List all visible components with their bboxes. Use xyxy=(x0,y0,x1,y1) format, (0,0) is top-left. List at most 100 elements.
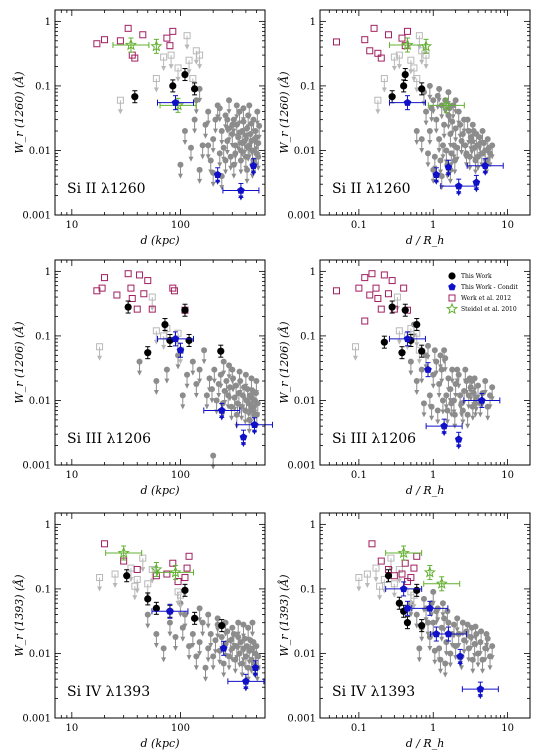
black-circle-point xyxy=(418,85,426,93)
gray-dot-point xyxy=(418,136,425,143)
light-gray-square-point xyxy=(390,53,398,61)
y-axis-title: W_r (1206) (Å) xyxy=(12,321,26,403)
x-axis-title: d (kpc) xyxy=(141,234,180,247)
gray-dot-point xyxy=(181,128,188,135)
light-gray-square-limit-arrow-head xyxy=(112,583,118,589)
gray-dot-limit-arrow-head xyxy=(205,154,211,160)
gray-dot-limit-arrow-head xyxy=(226,374,232,380)
gray-dot-limit-arrow-head xyxy=(448,162,454,168)
gray-dot-limit-arrow-head xyxy=(230,387,236,393)
gray-dot-limit-arrow-head xyxy=(145,623,151,629)
gray-dot-point xyxy=(250,116,257,123)
blue-pentagon-point xyxy=(476,685,485,693)
gray-dot-limit-arrow-head xyxy=(465,128,471,134)
gray-dot-point xyxy=(233,121,240,128)
purple-square-point xyxy=(113,291,121,299)
gray-dot-point xyxy=(420,400,427,407)
light-gray-square-point xyxy=(376,582,384,590)
gray-dot-limit-arrow-head xyxy=(229,133,235,139)
gray-dot-point xyxy=(423,108,430,115)
gray-dot-limit-arrow-head xyxy=(245,398,251,404)
purple-square-point xyxy=(377,557,385,565)
gray-dot-point xyxy=(455,371,462,378)
light-gray-square-point xyxy=(395,327,403,335)
gray-dot-limit-arrow-head xyxy=(453,137,459,143)
gray-dot-point xyxy=(217,371,224,378)
gray-dot-limit-arrow-head xyxy=(197,97,203,103)
legend-marker-blue-pentagon xyxy=(448,283,456,291)
blue-pentagon-point xyxy=(239,433,248,441)
gray-dot-limit-arrow-head xyxy=(435,104,441,110)
gray-dot-limit-arrow-head xyxy=(470,415,476,421)
blue-pentagon-point xyxy=(399,584,408,593)
light-gray-square-limit-arrow-head xyxy=(396,64,402,70)
gray-dot-limit-arrow-head xyxy=(190,370,196,376)
gray-dot-point xyxy=(233,382,240,389)
gray-dot-limit-arrow-head xyxy=(454,378,460,384)
gray-dot-limit-arrow-head xyxy=(482,657,488,663)
light-gray-square-limit-arrow-head xyxy=(117,109,123,115)
gray-dot-limit-arrow-head xyxy=(419,378,425,384)
gray-dot-point xyxy=(223,378,230,385)
gray-dot-point xyxy=(224,116,231,123)
x-axis-title: d / R_h xyxy=(406,484,445,497)
gray-dot-limit-arrow-head xyxy=(197,178,203,184)
purple-square-point xyxy=(169,559,177,567)
gray-dot-point xyxy=(229,121,236,128)
gray-dot-limit-arrow-head xyxy=(489,655,495,661)
gray-dot-point xyxy=(443,392,450,399)
gray-dot-point xyxy=(470,128,477,135)
light-gray-square-point xyxy=(363,570,371,578)
ion-label: Si IV λ1393 xyxy=(332,684,415,700)
ion-label: Si II λ1260 xyxy=(67,181,146,197)
black-circle-point xyxy=(217,347,225,355)
y-tick-label: 0.1 xyxy=(300,81,316,92)
x-tick-label: 10 xyxy=(501,470,514,481)
light-gray-square-point xyxy=(418,47,426,55)
light-gray-square-point xyxy=(415,32,423,40)
purple-square-point xyxy=(93,40,101,48)
purple-square-point xyxy=(372,284,380,292)
gray-dot-limit-arrow-head xyxy=(232,406,238,412)
black-circle-point xyxy=(388,303,396,311)
gray-dot-limit-arrow-head xyxy=(255,165,261,171)
gray-dot-limit-arrow-head xyxy=(453,392,459,398)
gray-dot-point xyxy=(205,645,212,652)
series-green-star xyxy=(112,37,197,113)
purple-square-point xyxy=(380,271,388,279)
gray-dot-limit-arrow-head xyxy=(197,617,203,623)
gray-dot-limit-arrow-head xyxy=(212,128,218,134)
gray-dot-limit-arrow-head xyxy=(172,645,178,651)
blue-pentagon-point xyxy=(432,170,441,178)
gray-dot-limit-arrow-head xyxy=(193,392,199,398)
gray-dot-limit-arrow-head xyxy=(188,156,194,162)
gray-dot-point xyxy=(254,400,261,407)
light-gray-square-limit-arrow-head xyxy=(161,344,167,350)
gray-dot-limit-arrow-head xyxy=(246,428,252,434)
series-purple-square xyxy=(332,270,411,325)
gray-dot-limit-arrow-head xyxy=(440,612,446,618)
light-gray-square-point xyxy=(174,64,182,72)
gray-dot-limit-arrow-head xyxy=(443,651,449,657)
gray-dot-limit-arrow-head xyxy=(239,152,245,158)
purple-square-point xyxy=(368,540,376,548)
purple-square-point xyxy=(163,570,171,578)
gray-dot-point xyxy=(426,392,433,399)
light-gray-square-limit-arrow-head xyxy=(423,64,429,70)
gray-dot-limit-arrow-head xyxy=(180,636,186,642)
gray-dot-point xyxy=(201,347,208,354)
gray-dot-limit-arrow-head xyxy=(445,124,451,130)
gray-dot-limit-arrow-head xyxy=(231,173,237,179)
chart-panel-4: 0.1 1 10 0.001 0.01 0.1 1 d / R_h W_r (1206) (Å)… xyxy=(277,259,531,497)
gray-dot-point xyxy=(246,416,253,423)
gray-dot-limit-arrow-head xyxy=(223,169,229,175)
light-gray-square-point xyxy=(196,51,204,59)
gray-dot-limit-arrow-head xyxy=(202,676,208,682)
green-star-point xyxy=(150,563,163,575)
light-gray-square-limit-arrow-head xyxy=(364,583,370,589)
gray-dot-limit-arrow-head xyxy=(459,150,465,156)
series-gray-dot xyxy=(413,82,496,191)
purple-square-point xyxy=(361,36,369,44)
gray-dot-point xyxy=(252,128,259,135)
black-circle-point xyxy=(398,349,406,357)
